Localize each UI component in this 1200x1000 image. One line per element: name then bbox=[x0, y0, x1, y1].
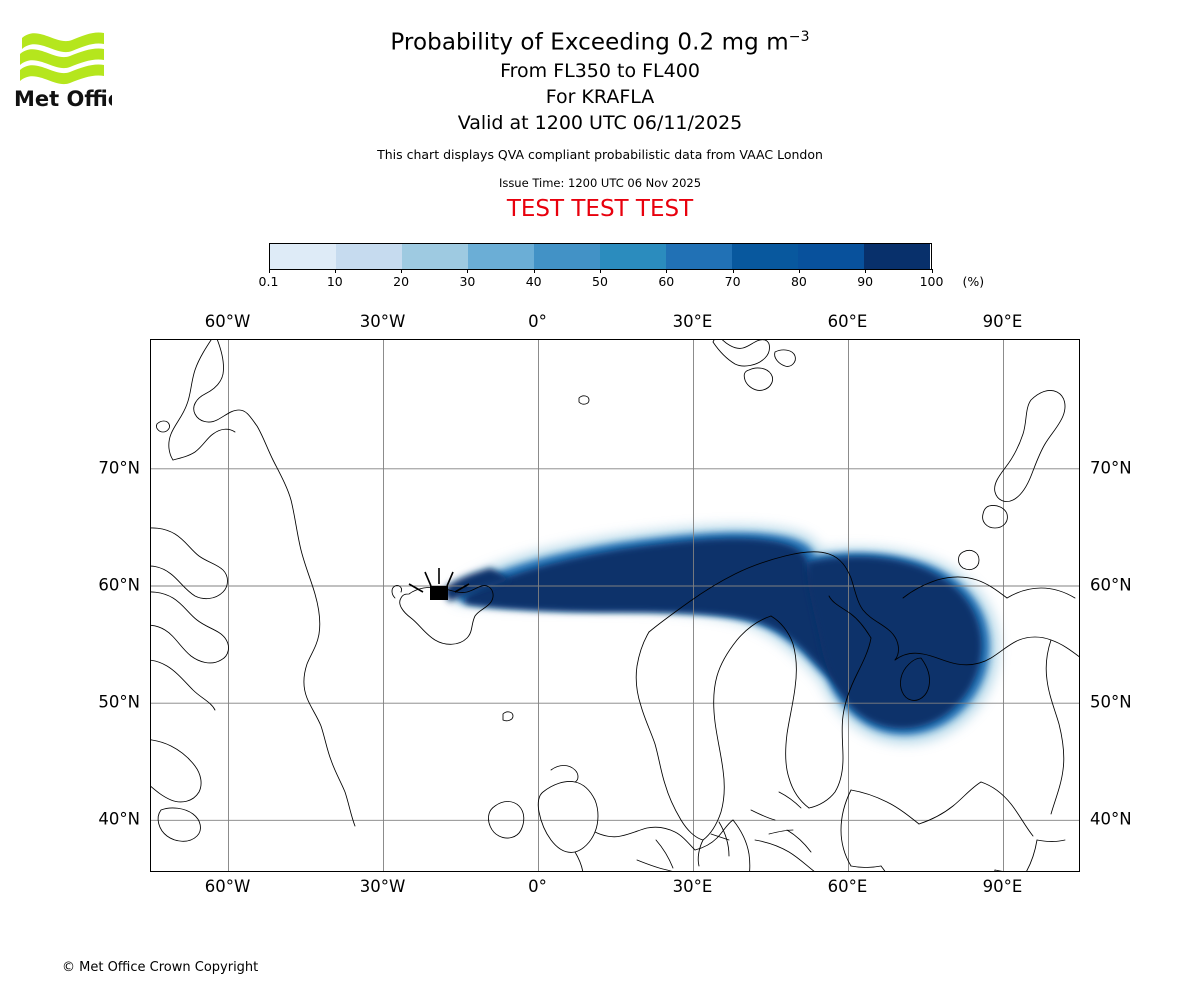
colorbar-tick-mark-7 bbox=[732, 269, 734, 273]
logo-waves-icon bbox=[20, 32, 104, 85]
colorbar-tick-label-1: 10 bbox=[326, 274, 343, 289]
colorbar-tick-label-7: 70 bbox=[724, 274, 741, 289]
logo-text: Met Office bbox=[14, 87, 112, 111]
met-office-logo-svg: Met Office bbox=[14, 32, 112, 111]
valid-time-line: Valid at 1200 UTC 06/11/2025 bbox=[457, 111, 743, 134]
colorbar-tick-labels: (%) 0.1 10 20 30 40 50 60 70 80 90 100 bbox=[259, 269, 984, 292]
issue-time-text: Issue Time: 1200 UTC 06 Nov 2025 bbox=[498, 175, 702, 190]
colorbar-tick-mark-9 bbox=[865, 269, 867, 273]
colorbar-tick-mark-8 bbox=[798, 269, 800, 273]
colorbar-tick-mark-2 bbox=[401, 269, 403, 273]
page-title-exponent: −3 bbox=[788, 29, 810, 45]
colorbar-tick-label-10: 100 bbox=[919, 274, 944, 289]
lat-label-0-left: 70°N bbox=[98, 458, 140, 478]
lon-label-5-bottom: 90°E bbox=[982, 877, 1023, 896]
colorbar-legend: (%) 0.1 10 20 30 40 50 60 70 80 90 100 bbox=[0, 243, 1200, 292]
page-title: Probability of Exceeding 0.2 mg m−3 bbox=[0, 22, 1200, 58]
lat-label-0-right: 70°N bbox=[1090, 458, 1132, 478]
colorbar-tick-label-6: 60 bbox=[658, 274, 675, 289]
volcano-marker-krafla bbox=[408, 568, 470, 600]
page-title-text: Probability of Exceeding 0.2 mg m bbox=[390, 29, 789, 56]
map-svg bbox=[151, 340, 1079, 871]
colorbar-band-0 bbox=[269, 244, 336, 269]
lat-label-3-left: 40°N bbox=[98, 809, 140, 829]
plume-high-probability-core bbox=[443, 538, 982, 729]
colorbar-band-9 bbox=[864, 244, 931, 269]
colorbar-tick-mark-0 bbox=[268, 269, 270, 273]
lon-label-0-bottom: 60°W bbox=[204, 877, 251, 896]
colorbar-tick-mark-10 bbox=[931, 269, 933, 273]
title-block: Probability of Exceeding 0.2 mg m−3 From… bbox=[0, 22, 1200, 224]
colorbar-unit-label: (%) bbox=[962, 274, 985, 289]
colorbar-tick-label-8: 80 bbox=[790, 274, 807, 289]
lon-label-1-bottom: 30°W bbox=[359, 877, 406, 896]
colorbar-tick-label-2: 20 bbox=[393, 274, 410, 289]
colorbar-tick-mark-3 bbox=[467, 269, 469, 273]
colorbar-tick-mark-5 bbox=[600, 269, 601, 273]
colorbar-tick-label-9: 90 bbox=[857, 274, 874, 289]
colorbar-band-5 bbox=[599, 244, 667, 269]
colorbar-tick-mark-1 bbox=[334, 269, 336, 273]
volcano-name-line: For KRAFLA bbox=[545, 85, 655, 108]
colorbar-band-2 bbox=[401, 244, 468, 269]
map-gridlines bbox=[151, 340, 1079, 871]
lon-label-2-top: 0° bbox=[528, 312, 547, 331]
lon-label-1-top: 30°W bbox=[359, 312, 406, 331]
lon-label-4-bottom: 60°E bbox=[827, 877, 868, 896]
lat-label-1-left: 60°N bbox=[98, 575, 140, 595]
test-banner: TEST TEST TEST bbox=[506, 195, 694, 222]
colorbar-band-1 bbox=[335, 244, 402, 269]
map-coastlines bbox=[151, 340, 1079, 871]
lon-label-3-top: 30°E bbox=[672, 312, 713, 331]
map-plot-area bbox=[150, 339, 1080, 872]
colorbar-tick-label-0: 0.1 bbox=[258, 274, 279, 289]
lat-label-1-right: 60°N bbox=[1090, 575, 1132, 595]
colorbar-band-4 bbox=[533, 244, 600, 269]
colorbar-tick-label-5: 50 bbox=[592, 274, 608, 289]
lat-label-2-right: 50°N bbox=[1090, 692, 1132, 712]
met-office-logo: Met Office bbox=[12, 22, 112, 112]
colorbar-tick-label-3: 30 bbox=[459, 274, 476, 289]
lat-label-2-left: 50°N bbox=[98, 692, 140, 712]
lon-label-4-top: 60°E bbox=[827, 312, 868, 331]
colorbar-band-7 bbox=[732, 244, 799, 269]
colorbar-band-6 bbox=[666, 244, 733, 269]
lon-label-0-top: 60°W bbox=[204, 312, 251, 331]
colorbar-tick-mark-4 bbox=[533, 269, 535, 273]
colorbar-band-8 bbox=[798, 244, 865, 269]
lat-label-3-right: 40°N bbox=[1090, 809, 1132, 829]
flight-level-line: From FL350 to FL400 bbox=[500, 59, 700, 82]
copyright-text: © Met Office Crown Copyright bbox=[62, 960, 259, 975]
colorbar-band-3 bbox=[467, 244, 534, 269]
lon-label-5-top: 90°E bbox=[982, 312, 1023, 331]
lon-label-2-bottom: 0° bbox=[528, 877, 547, 896]
colorbar-tick-mark-6 bbox=[666, 269, 668, 273]
colorbar-gradient bbox=[268, 243, 932, 270]
ash-plume-overlay bbox=[443, 526, 998, 743]
lon-label-3-bottom: 30°E bbox=[672, 877, 713, 896]
colorbar-tick-label-4: 40 bbox=[525, 274, 542, 289]
disclaimer-text: This chart displays QVA compliant probab… bbox=[377, 146, 823, 162]
